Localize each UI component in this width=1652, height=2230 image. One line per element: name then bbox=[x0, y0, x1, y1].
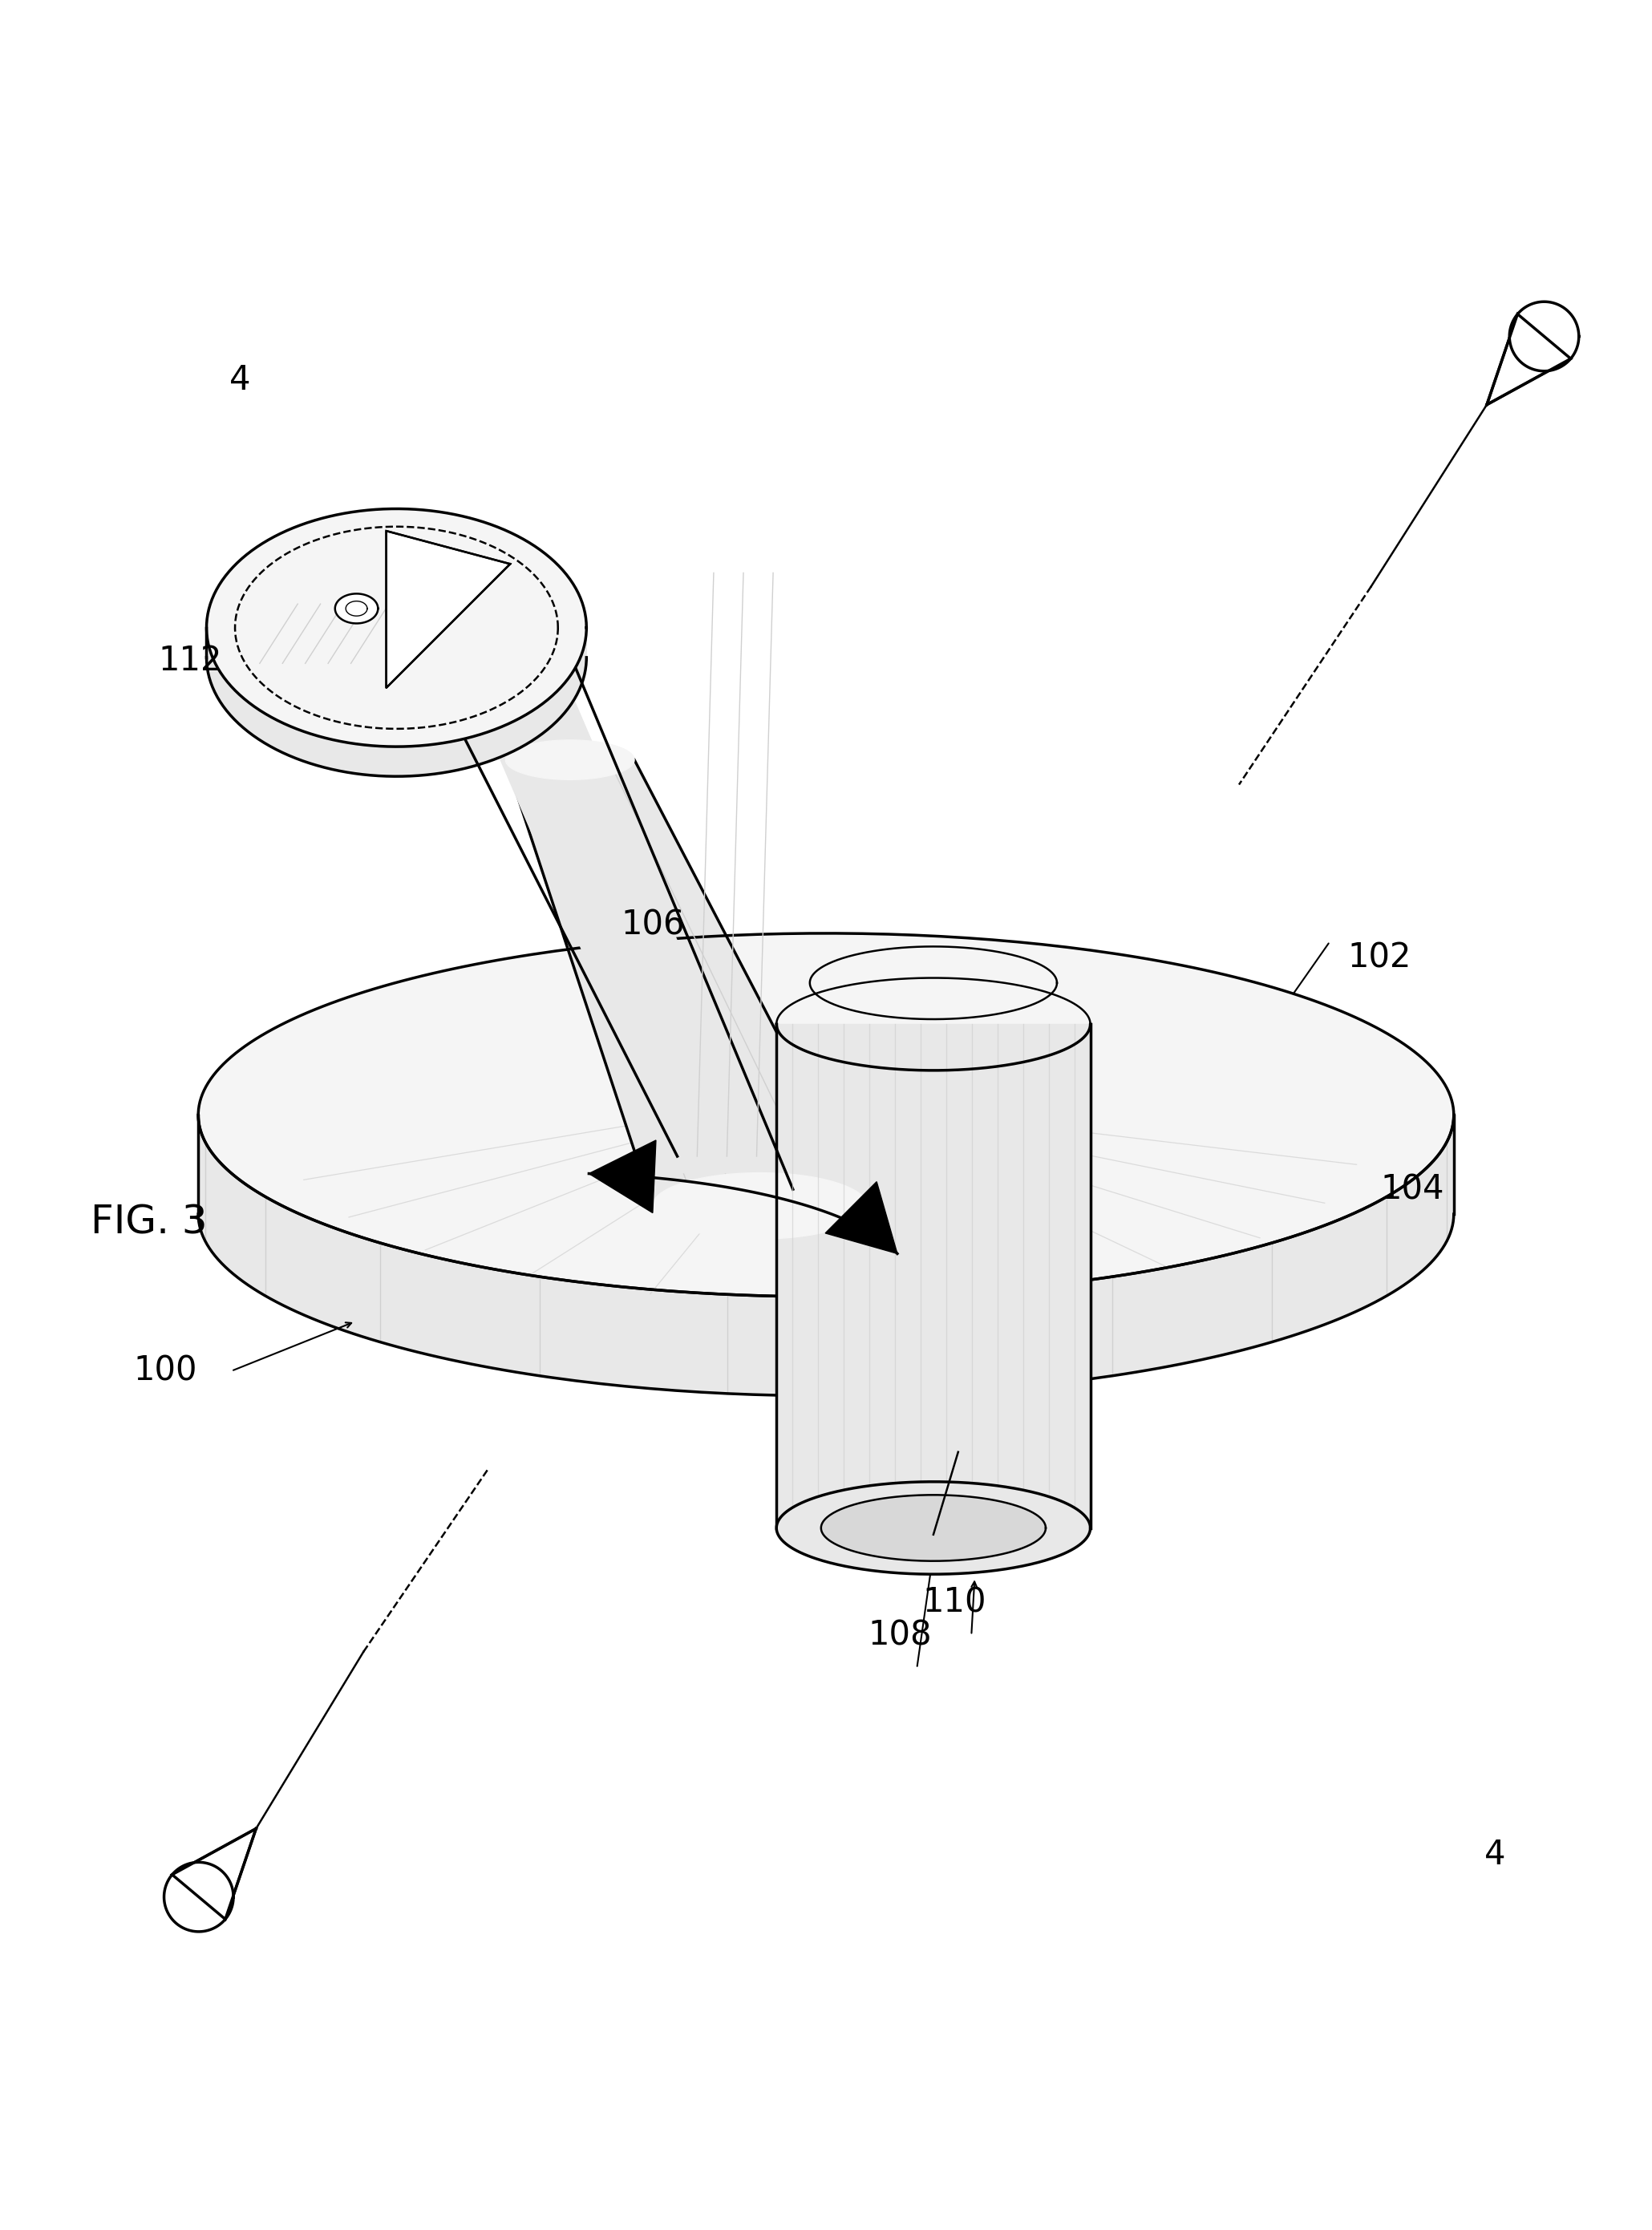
Text: 104: 104 bbox=[1381, 1173, 1444, 1206]
Polygon shape bbox=[413, 555, 776, 1173]
Polygon shape bbox=[776, 1481, 1090, 1574]
Polygon shape bbox=[590, 1140, 656, 1213]
Polygon shape bbox=[1487, 314, 1571, 404]
Polygon shape bbox=[826, 1182, 897, 1253]
Text: 110: 110 bbox=[923, 1586, 986, 1619]
Text: 102: 102 bbox=[1348, 941, 1411, 975]
Polygon shape bbox=[821, 1494, 1046, 1561]
Text: 100: 100 bbox=[134, 1354, 197, 1387]
Polygon shape bbox=[206, 627, 586, 776]
Polygon shape bbox=[653, 1173, 867, 1240]
Text: 4: 4 bbox=[1485, 1838, 1505, 1871]
Polygon shape bbox=[506, 740, 634, 780]
Text: 4: 4 bbox=[230, 363, 249, 397]
Polygon shape bbox=[198, 934, 1454, 1296]
Text: 106: 106 bbox=[621, 908, 684, 941]
Text: 108: 108 bbox=[869, 1619, 932, 1652]
Polygon shape bbox=[387, 531, 510, 687]
Polygon shape bbox=[172, 1829, 256, 1920]
Text: FIG. 3: FIG. 3 bbox=[91, 1204, 208, 1242]
Polygon shape bbox=[335, 593, 378, 624]
Polygon shape bbox=[776, 1024, 1090, 1528]
Text: 112: 112 bbox=[159, 644, 221, 678]
Polygon shape bbox=[506, 760, 867, 1206]
Polygon shape bbox=[198, 1115, 1454, 1396]
Polygon shape bbox=[164, 1862, 233, 1931]
Polygon shape bbox=[206, 508, 586, 747]
Polygon shape bbox=[1510, 301, 1579, 370]
